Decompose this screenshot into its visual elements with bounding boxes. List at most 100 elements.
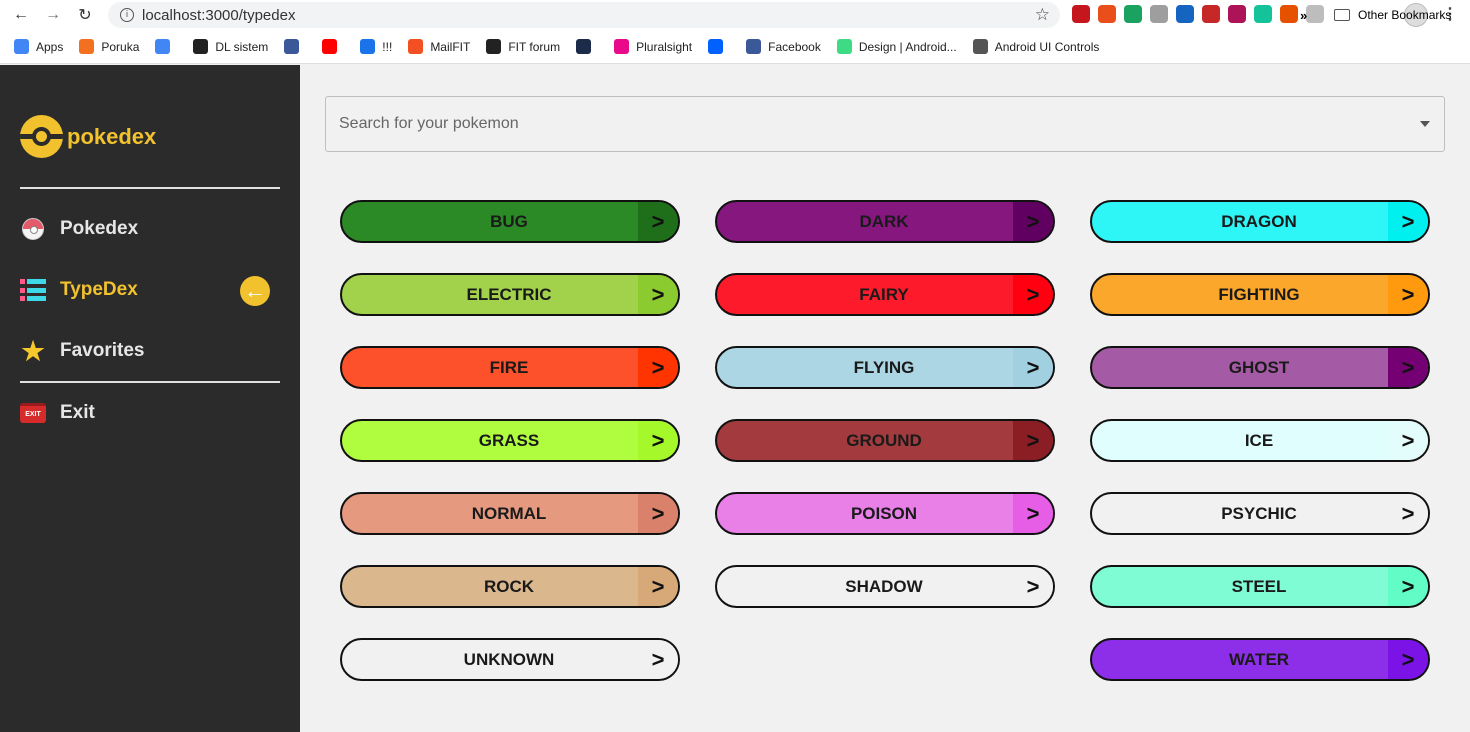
chevron-right-icon[interactable]: >: [638, 348, 678, 387]
microsoft-icon: [408, 39, 424, 54]
extension-icon[interactable]: [1150, 5, 1168, 23]
bookmark-item[interactable]: Facebook: [746, 39, 821, 54]
type-button-dark[interactable]: DARK >: [715, 200, 1055, 243]
chevron-right-icon[interactable]: >: [1013, 202, 1053, 241]
bookmark-item[interactable]: [284, 39, 306, 54]
chevron-right-icon[interactable]: >: [638, 421, 678, 460]
chevron-right-icon[interactable]: >: [1388, 567, 1428, 606]
type-button-shadow[interactable]: SHADOW >: [715, 565, 1055, 608]
sidebar-item-typedex[interactable]: TypeDex ←: [20, 270, 280, 310]
extension-icon[interactable]: [1072, 5, 1090, 23]
bookmark-item[interactable]: FIT forum: [486, 39, 560, 54]
chevron-right-icon[interactable]: >: [1013, 494, 1053, 533]
bookmark-label: FIT forum: [508, 39, 561, 54]
chevron-right-icon[interactable]: >: [1388, 494, 1428, 533]
bookmark-label: MailFIT: [430, 39, 471, 54]
search-input[interactable]: [326, 97, 1386, 151]
type-button-rock[interactable]: ROCK >: [340, 565, 680, 608]
chevron-right-icon[interactable]: >: [1388, 202, 1428, 241]
extension-icon[interactable]: [1098, 5, 1116, 23]
type-button-flying[interactable]: FLYING >: [715, 346, 1055, 389]
type-label: PSYCHIC: [1221, 503, 1297, 523]
bookmark-item[interactable]: Poruka: [79, 39, 139, 54]
chevron-right-icon[interactable]: >: [638, 494, 678, 533]
chevron-right-icon[interactable]: >: [1013, 275, 1053, 314]
reload-icon[interactable]: ↻: [78, 7, 92, 24]
chevron-right-icon[interactable]: >: [1388, 348, 1428, 387]
chevron-right-icon[interactable]: >: [638, 640, 678, 679]
sidebar-item-exit[interactable]: EXIT Exit: [20, 393, 280, 433]
extension-icon[interactable]: [1306, 5, 1324, 23]
type-button-ground[interactable]: GROUND >: [715, 419, 1055, 462]
sidebar-item-favorites[interactable]: ★ Favorites: [20, 331, 280, 371]
type-button-bug[interactable]: BUG >: [340, 200, 680, 243]
browser-menu-icon[interactable]: ⋮: [1442, 6, 1458, 23]
browser-toolbar: ← → ↻ i localhost:3000/typedex ☆ ⋮: [0, 0, 1470, 30]
app-logo[interactable]: pokedex: [20, 115, 156, 158]
chevron-right-icon[interactable]: >: [638, 202, 678, 241]
type-button-dragon[interactable]: DRAGON >: [1090, 200, 1430, 243]
type-button-fairy[interactable]: FAIRY >: [715, 273, 1055, 316]
type-label: SHADOW: [845, 576, 923, 596]
bookmark-item[interactable]: !!!: [360, 39, 392, 54]
type-button-steel[interactable]: STEEL >: [1090, 565, 1430, 608]
extension-icon[interactable]: [1254, 5, 1272, 23]
url-text[interactable]: localhost:3000/typedex: [142, 6, 296, 24]
chevron-right-icon[interactable]: >: [1388, 640, 1428, 679]
pluralsight-icon: [614, 39, 630, 54]
divider: [20, 187, 280, 189]
address-bar[interactable]: i localhost:3000/typedex ☆: [108, 2, 1060, 28]
extension-icon[interactable]: [1228, 5, 1246, 23]
pokemon-search-select[interactable]: [325, 96, 1445, 152]
bookmark-item[interactable]: DL sistem: [193, 39, 268, 54]
sidebar: pokedex Pokedex TypeDex ← ★ Favorites EX…: [0, 65, 300, 732]
bookmark-item[interactable]: Pluralsight: [614, 39, 692, 54]
type-button-fire[interactable]: FIRE >: [340, 346, 680, 389]
extension-icon[interactable]: [1124, 5, 1142, 23]
type-button-grass[interactable]: GRASS >: [340, 419, 680, 462]
type-button-fighting[interactable]: FIGHTING >: [1090, 273, 1430, 316]
extension-icon[interactable]: [1202, 5, 1220, 23]
pokeball-logo-icon: [20, 115, 63, 158]
chevron-right-icon[interactable]: >: [1388, 275, 1428, 314]
profile-avatar[interactable]: [1404, 3, 1428, 27]
collapse-back-icon[interactable]: ←: [240, 276, 270, 306]
type-button-normal[interactable]: NORMAL >: [340, 492, 680, 535]
chevron-right-icon[interactable]: >: [1013, 421, 1053, 460]
type-button-unknown[interactable]: UNKNOWN >: [340, 638, 680, 681]
bookmark-item[interactable]: Design | Android...: [836, 39, 957, 54]
divider: [20, 381, 280, 383]
extension-icon[interactable]: [1176, 5, 1194, 23]
type-label: DRAGON: [1221, 211, 1297, 231]
bookmark-item[interactable]: Android UI Controls: [972, 39, 1099, 54]
chevron-right-icon[interactable]: >: [1013, 567, 1053, 606]
type-button-ghost[interactable]: GHOST >: [1090, 346, 1430, 389]
chevron-right-icon[interactable]: >: [638, 275, 678, 314]
bookmark-item[interactable]: [322, 39, 344, 54]
chevron-right-icon[interactable]: >: [1388, 421, 1428, 460]
chevron-right-icon[interactable]: >: [1013, 348, 1053, 387]
type-label: ELECTRIC: [466, 284, 552, 304]
bookmark-star-icon[interactable]: ☆: [1034, 5, 1050, 24]
extension-icon[interactable]: [1280, 5, 1298, 23]
type-button-ice[interactable]: ICE >: [1090, 419, 1430, 462]
bookmark-item[interactable]: Apps: [14, 39, 63, 54]
bookmark-label: Design | Android...: [858, 39, 957, 54]
info-icon[interactable]: i: [120, 8, 134, 22]
forward-arrow-icon[interactable]: →: [45, 6, 61, 23]
type-button-poison[interactable]: POISON >: [715, 492, 1055, 535]
bookmarks-overflow-button[interactable]: »: [1300, 8, 1308, 23]
bookmark-item[interactable]: [155, 39, 177, 54]
bookmark-item[interactable]: [708, 39, 730, 54]
type-button-psychic[interactable]: PSYCHIC >: [1090, 492, 1430, 535]
chevron-right-icon[interactable]: >: [638, 567, 678, 606]
bookmark-item[interactable]: MailFIT: [408, 39, 470, 54]
bookmark-item[interactable]: [576, 39, 598, 54]
type-button-water[interactable]: WATER >: [1090, 638, 1430, 681]
type-label: GRASS: [478, 430, 540, 450]
other-bookmarks-button[interactable]: Other Bookmarks: [1334, 8, 1451, 22]
dropdown-caret-icon[interactable]: [1420, 121, 1430, 127]
back-arrow-icon[interactable]: ←: [13, 6, 29, 23]
type-button-electric[interactable]: ELECTRIC >: [340, 273, 680, 316]
sidebar-item-pokedex[interactable]: Pokedex: [20, 209, 280, 249]
